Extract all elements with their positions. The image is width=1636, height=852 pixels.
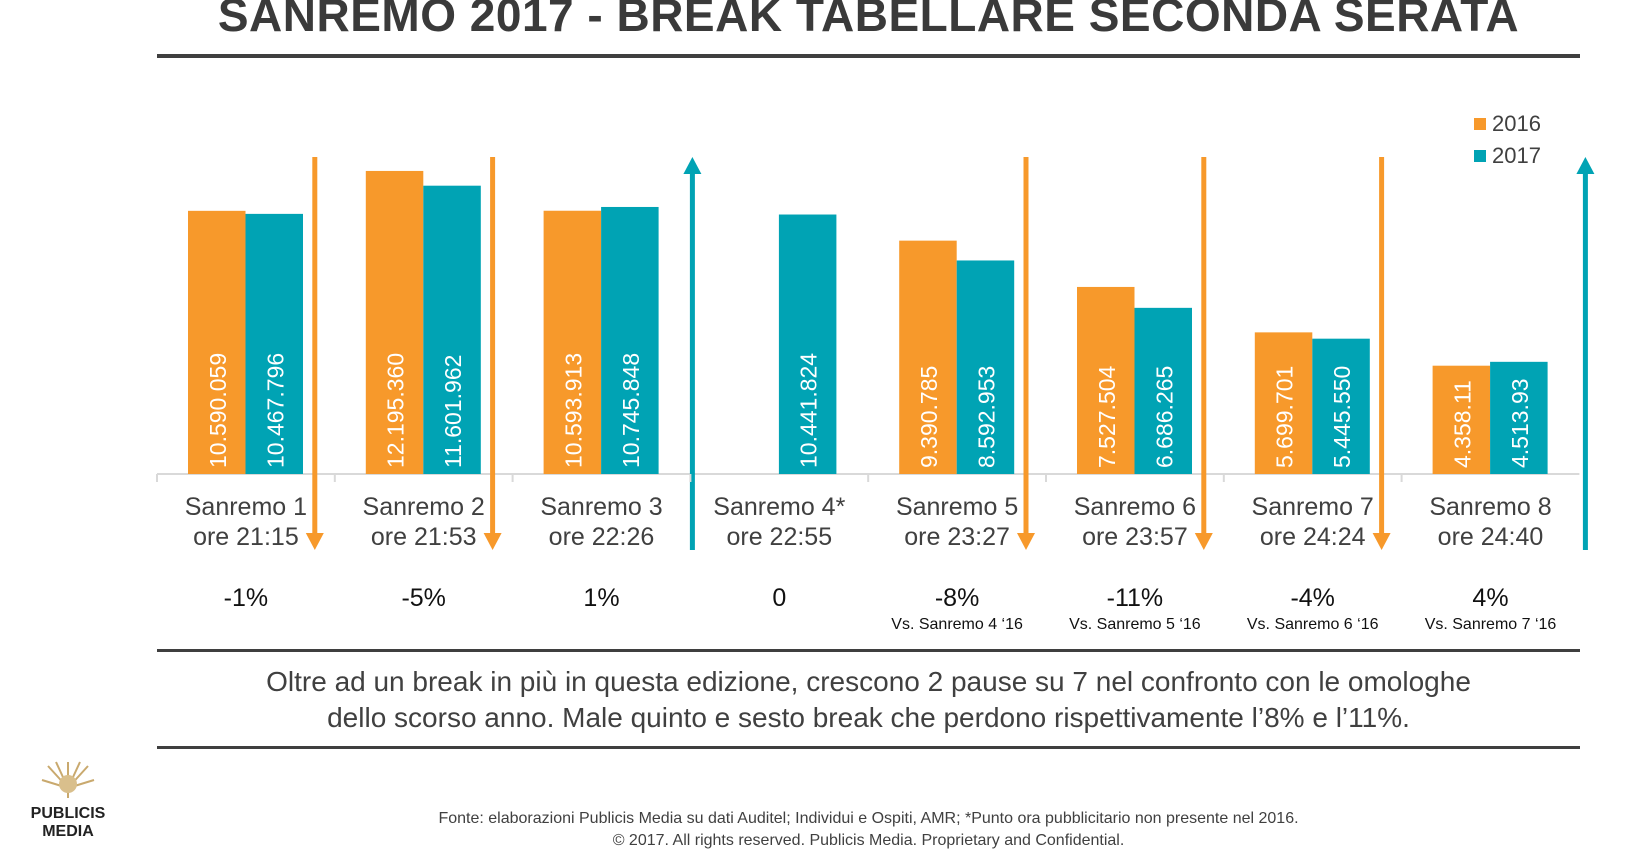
bar-value-label: 10.441.824 [796,353,822,468]
arrow-up-icon [683,157,702,174]
bar-value-label: 5.699.701 [1272,366,1298,468]
change-note: Vs. Sanremo 7 ‘16 [1425,616,1557,633]
change-label: -11% [1107,584,1164,612]
bar-2016 [188,210,246,474]
bar-value-label: 8.592.953 [973,366,999,468]
category-time: ore 24:24 [1260,523,1366,551]
copyright: © 2017. All rights reserved. Publicis Me… [612,832,1125,849]
bar-value-label: 11.601.962 [440,355,466,468]
category-time: ore 22:55 [726,523,832,551]
bar-value-label: 12.195.360 [383,353,409,468]
bar-2016 [1432,365,1491,474]
category-time: ore 24:40 [1438,523,1544,551]
bar-2016 [543,210,602,474]
bar-2016 [365,170,424,474]
bar-value-label: 7.527.504 [1094,365,1120,468]
bar-value-label: 10.590.059 [205,353,231,468]
legend-label: 2017 [1492,143,1541,168]
logo-text-2: MEDIA [42,823,94,840]
bar-2017 [601,206,659,474]
summary-line-2: dello scorso anno. Male quinto e sesto b… [327,702,1410,733]
logo-text-1: PUBLICIS [30,805,106,822]
category-time: ore 23:57 [1082,523,1188,551]
change-label: -8% [935,584,979,612]
legend-swatch-2017 [1474,150,1486,162]
arrow-down-icon [483,533,502,550]
change-label: 0 [772,584,786,612]
bar-value-label: 5.445.550 [1329,366,1355,468]
page-title: SANREMO 2017 - BREAK TABELLARE SECONDA S… [217,0,1520,41]
bar-2017 [245,213,303,474]
bar-value-label: 9.390.785 [916,366,942,468]
legend-swatch-2016 [1474,118,1486,130]
bar-2017 [1490,361,1548,474]
arrow-down-icon [305,533,324,550]
category-label: Sanremo 6 [1074,493,1196,521]
bar-2017 [423,185,481,475]
bar-value-label: 10.745.848 [618,353,644,468]
legend-label: 2016 [1492,111,1541,136]
category-label: Sanremo 4* [713,493,845,521]
bar-2017 [1134,307,1192,474]
category-time: ore 21:15 [193,523,299,551]
arrow-up-icon [1576,157,1595,174]
category-label: Sanremo 1 [185,493,307,521]
summary-line-1: Oltre ad un break in più in questa edizi… [266,666,1471,697]
category-label: Sanremo 3 [540,493,662,521]
title-divider [157,54,1580,58]
category-label: Sanremo 7 [1252,493,1374,521]
category-label: Sanremo 8 [1429,493,1551,521]
bar-2016 [1077,286,1135,474]
source-note: Fonte: elaborazioni Publicis Media su da… [438,810,1299,827]
note-top-divider [157,649,1580,652]
bar-2016 [1254,332,1313,474]
footer: Fonte: elaborazioni Publicis Media su da… [157,808,1580,852]
category-time: ore 22:26 [549,523,655,551]
change-label: 1% [583,584,619,612]
change-label: -5% [401,584,445,612]
bar-value-label: 4.513.93 [1507,378,1533,468]
change-label: 4% [1472,584,1508,612]
arrow-down-icon [1194,533,1213,550]
bar-2017 [1312,338,1370,474]
category-time: ore 21:53 [371,523,477,551]
arrow-down-icon [1372,533,1391,550]
publicis-media-logo: PUBLICIS MEDIA [18,758,118,841]
category-time: ore 23:27 [904,523,1010,551]
lion-icon [41,761,95,798]
bar-value-label: 10.593.913 [560,353,586,468]
bar-2017 [956,260,1015,474]
change-note: Vs. Sanremo 4 ‘16 [891,616,1023,633]
change-note: Vs. Sanremo 5 ‘16 [1069,616,1201,633]
change-label: -1% [224,584,268,612]
change-label: -4% [1290,584,1334,612]
bar-2017 [778,214,837,474]
bar-value-label: 4.358.11 [1449,380,1475,468]
category-label: Sanremo 2 [363,493,485,521]
category-label: Sanremo 5 [896,493,1018,521]
note-bottom-divider [157,746,1580,749]
arrow-down-icon [1017,533,1035,550]
change-note: Vs. Sanremo 6 ‘16 [1247,616,1379,633]
bar-2016 [899,240,957,474]
bar-value-label: 10.467.796 [262,353,288,468]
bar-value-label: 6.686.265 [1151,366,1177,468]
summary-note: Oltre ad un break in più in questa edizi… [157,664,1580,736]
